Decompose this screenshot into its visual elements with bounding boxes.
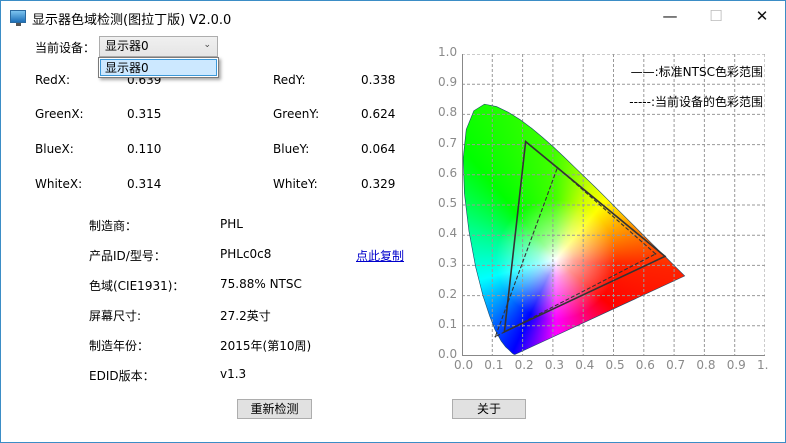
info-label: 制造商： <box>89 219 138 233</box>
x-tick-label: 0.2 <box>514 358 534 372</box>
x-tick-label: 0.6 <box>635 358 655 372</box>
coord-y-value: 0.624 <box>361 107 396 121</box>
coord-y-value: 0.329 <box>361 177 396 191</box>
info-label: 色域(CIE1931)： <box>89 279 185 293</box>
coord-y-value: 0.338 <box>361 73 396 87</box>
info-value: PHLc0c8 <box>220 247 272 261</box>
info-value: v1.3 <box>220 367 247 381</box>
coord-x-label: RedX: <box>35 73 71 87</box>
x-tick-label: 0.3 <box>544 358 564 372</box>
y-tick-label: 1.0 <box>438 45 458 59</box>
redetect-button[interactable]: 重新检测 <box>237 399 312 419</box>
monitor-icon <box>10 10 26 26</box>
info-label: EDID版本： <box>89 369 155 383</box>
x-tick-label: 0.9 <box>726 358 746 372</box>
coord-y-label: GreenY: <box>273 107 320 121</box>
y-tick-label: 0.4 <box>438 226 458 241</box>
copy-link[interactable]: 点此复制 <box>356 249 405 263</box>
gamut-vertex <box>654 253 657 255</box>
coord-x-value: 0.314 <box>127 177 162 191</box>
cie-chromaticity-chart: ——:标准NTSC色彩范围 -----:当前设备的色彩范围 <box>462 54 765 356</box>
x-tick-label: 1. <box>757 358 769 372</box>
device-option[interactable]: 显示器0 <box>100 59 217 76</box>
info-value: 75.88% NTSC <box>220 277 302 291</box>
about-button[interactable]: 关于 <box>452 399 526 419</box>
y-tick-label: 0.7 <box>438 135 458 150</box>
x-tick-label: 0.8 <box>696 358 716 372</box>
device-selected-value: 显示器0 <box>105 39 149 53</box>
y-tick-label: 0.6 <box>438 165 458 180</box>
device-label: 当前设备： <box>35 41 96 55</box>
device-select[interactable]: 显示器0 ⌄ <box>99 36 218 57</box>
gamut-vertex <box>524 140 527 143</box>
gamut-vertex <box>494 335 497 338</box>
gamut-overlay: ——:标准NTSC色彩范围 -----:当前设备的色彩范围 <box>462 54 765 356</box>
y-tick-label: 0.9 <box>438 75 458 90</box>
chevron-down-icon: ⌄ <box>203 40 211 50</box>
window-title: 显示器色域检测(图拉丁版) V2.0.0 <box>32 13 232 28</box>
minimize-button[interactable]: — <box>662 7 678 25</box>
coord-x-value: 0.315 <box>127 107 162 121</box>
x-tick-label: 0.0 <box>454 358 474 372</box>
info-value: PHL <box>220 217 243 231</box>
coord-y-label: BlueY: <box>273 142 310 156</box>
coord-x-label: GreenX: <box>35 107 84 121</box>
y-tick-label: 0.8 <box>438 105 458 120</box>
device-dropdown-list: 显示器0 <box>98 57 219 78</box>
maximize-button[interactable]: ☐ <box>709 7 723 25</box>
y-tick-label: 0.1 <box>438 316 458 331</box>
x-tick-label: 0.7 <box>666 358 686 372</box>
x-tick-label: 0.5 <box>605 358 625 372</box>
coord-y-value: 0.064 <box>361 142 396 156</box>
x-tick-label: 0.4 <box>575 358 595 372</box>
coord-x-label: WhiteX: <box>35 177 83 191</box>
title-bar: 显示器色域检测(图拉丁版) V2.0.0 — ☐ ✕ <box>1 1 785 33</box>
info-value: 2015年(第10周) <box>220 339 312 353</box>
spectral-locus-outline <box>462 103 686 355</box>
info-label: 制造年份： <box>89 339 150 353</box>
y-tick-label: 0.2 <box>438 286 458 301</box>
close-button[interactable]: ✕ <box>755 7 769 25</box>
y-tick-label: 0.5 <box>438 196 458 210</box>
y-tick-label: 0.3 <box>438 256 458 271</box>
coord-y-label: RedY: <box>273 73 306 87</box>
info-value: 27.2英寸 <box>220 309 271 323</box>
ntsc-gamut-triangle <box>503 140 667 334</box>
info-label: 产品ID/型号： <box>89 249 166 263</box>
x-tick-label: 0.1 <box>484 358 504 372</box>
coord-x-value: 0.110 <box>127 142 162 156</box>
legend-entry: -----:当前设备的色彩范围 <box>629 94 763 109</box>
coord-y-label: WhiteY: <box>273 177 318 191</box>
coord-x-label: BlueX: <box>35 142 74 156</box>
legend-entry: ——:标准NTSC色彩范围 <box>631 65 763 79</box>
gamut-vertex <box>664 255 666 258</box>
gamut-vertex <box>556 166 559 169</box>
y-tick-label: 0.0 <box>438 347 458 361</box>
info-label: 屏幕尺寸: <box>89 309 142 323</box>
